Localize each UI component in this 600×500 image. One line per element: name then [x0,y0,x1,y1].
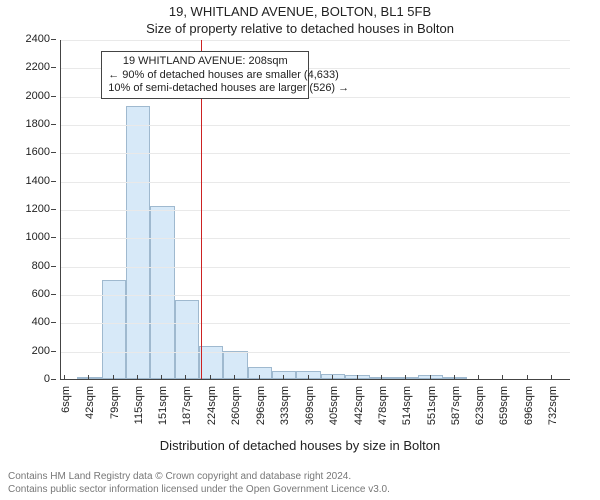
gridline [61,125,570,126]
x-tick-label: 151sqm [157,386,169,425]
x-tick-mark [113,375,114,380]
x-tick-label: 514sqm [401,386,413,425]
footer-line-2: Contains public sector information licen… [8,484,390,495]
x-tick-label: 405sqm [328,386,340,425]
y-tick: 200 [0,345,50,357]
gridline [61,238,570,239]
histogram-bar [248,367,272,379]
x-tick-mark [405,375,406,380]
histogram-bar [394,377,418,379]
x-tick-mark [527,375,528,380]
y-tick: 800 [0,260,50,272]
x-tick-mark [64,375,65,380]
x-tick-label: 551sqm [426,386,438,425]
y-tick: 0 [0,373,50,385]
histogram-bar [296,371,320,379]
y-tick: 1600 [0,146,50,158]
histogram-bar [223,351,247,379]
x-tick-label: 187sqm [181,386,193,425]
gridline [61,295,570,296]
y-tick: 2400 [0,33,50,45]
gridline [61,153,570,154]
x-tick-label: 260sqm [230,386,242,425]
histogram-bar [77,377,101,379]
x-tick-mark [381,375,382,380]
x-tick-mark [478,375,479,380]
x-tick-mark [210,375,211,380]
y-tick: 1800 [0,118,50,130]
histogram-bar [175,300,199,379]
x-tick-label: 587sqm [450,386,462,425]
x-axis-label: Distribution of detached houses by size … [0,438,600,453]
x-tick-label: 369sqm [304,386,316,425]
x-tick-label: 623sqm [474,386,486,425]
x-tick-label: 6sqm [60,386,72,413]
y-tick: 2200 [0,61,50,73]
x-tick-mark [161,375,162,380]
x-tick-mark [259,375,260,380]
x-tick-mark [551,375,552,380]
gridline [61,323,570,324]
x-tick-label: 79sqm [109,386,121,419]
y-tick: 1200 [0,203,50,215]
gridline [61,352,570,353]
x-tick-label: 696sqm [523,386,535,425]
chart-container: 19, WHITLAND AVENUE, BOLTON, BL1 5FB Siz… [0,0,600,500]
plot-area: 19 WHITLAND AVENUE: 208sqm← 90% of detac… [60,40,570,380]
x-tick-label: 224sqm [206,386,218,425]
histogram-bar [150,206,174,379]
y-tick: 1000 [0,231,50,243]
annotation-box: 19 WHITLAND AVENUE: 208sqm← 90% of detac… [101,51,309,99]
x-ticks-layer: 6sqm 42sqm 79sqm 115sqm 151sqm 187sqm 224sqm 26… [60,380,570,430]
x-tick-mark [88,375,89,380]
gridline [61,40,570,41]
chart-title: 19, WHITLAND AVENUE, BOLTON, BL1 5FB [0,4,600,19]
x-tick-mark [283,375,284,380]
x-tick-label: 442sqm [353,386,365,425]
x-tick-label: 115sqm [133,386,145,424]
y-tick: 400 [0,316,50,328]
y-tick: 1400 [0,175,50,187]
gridline [61,182,570,183]
attribution-footer: Contains HM Land Registry data © Crown c… [8,471,390,496]
gridline [61,267,570,268]
gridline [61,210,570,211]
x-tick-mark [454,375,455,380]
annotation-line: ← 90% of detached houses are smaller (4,… [108,69,302,82]
x-tick-mark [430,375,431,380]
histogram-bar [126,106,150,379]
annotation-line: 10% of semi-detached houses are larger (… [108,82,302,95]
x-tick-mark [185,375,186,380]
histogram-bar [321,374,345,379]
x-tick-mark [357,375,358,380]
x-tick-label: 333sqm [279,386,291,425]
x-tick-label: 478sqm [377,386,389,425]
y-tick: 600 [0,288,50,300]
x-tick-label: 296sqm [255,386,267,425]
x-tick-mark [308,375,309,380]
x-tick-mark [332,375,333,380]
x-tick-label: 659sqm [498,386,510,425]
x-tick-mark [234,375,235,380]
x-tick-label: 42sqm [84,386,96,419]
x-tick-mark [137,375,138,380]
footer-line-1: Contains HM Land Registry data © Crown c… [8,471,351,482]
annotation-line: 19 WHITLAND AVENUE: 208sqm [108,55,302,68]
x-tick-mark [502,375,503,380]
x-tick-label: 732sqm [547,386,559,425]
y-tick: 2000 [0,90,50,102]
chart-subtitle: Size of property relative to detached ho… [0,21,600,36]
